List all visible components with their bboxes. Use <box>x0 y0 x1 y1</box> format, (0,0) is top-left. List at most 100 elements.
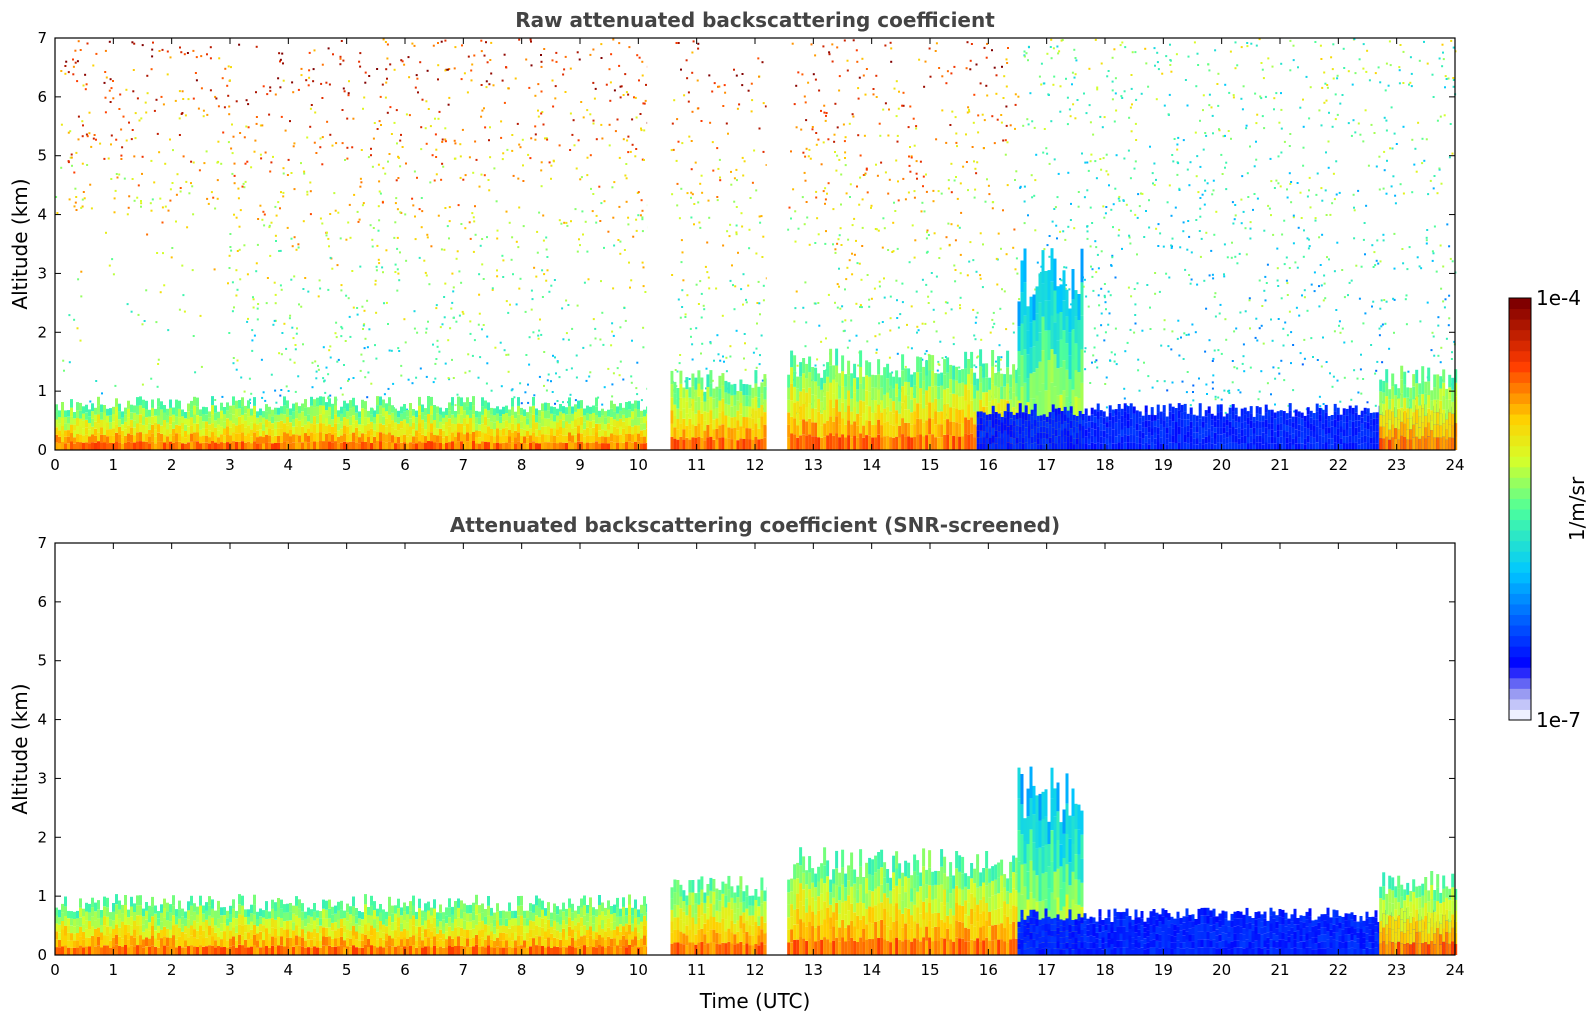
noise-pixel <box>73 171 76 174</box>
noise-pixel <box>1347 70 1350 73</box>
noise-pixel <box>454 46 457 49</box>
noise-pixel <box>1433 354 1436 357</box>
noise-pixel <box>414 215 416 218</box>
backscatter-cell <box>490 436 493 443</box>
noise-pixel <box>1399 183 1402 186</box>
backscatter-cell <box>598 436 601 444</box>
noise-pixel <box>550 380 552 383</box>
noise-pixel <box>865 168 868 171</box>
noise-pixel <box>1406 268 1409 271</box>
noise-pixel <box>1175 53 1178 56</box>
backscatter-cell <box>106 436 109 444</box>
noise-pixel <box>296 327 298 330</box>
noise-pixel <box>239 278 242 281</box>
noise-pixel <box>1211 273 1214 276</box>
noise-pixel <box>562 73 565 76</box>
noise-pixel <box>743 160 746 163</box>
backscatter-cell <box>382 441 385 450</box>
noise-pixel <box>1192 391 1194 393</box>
backscatter-cell <box>85 404 88 413</box>
noise-pixel <box>336 264 339 267</box>
noise-pixel <box>816 358 819 361</box>
backscatter-cell <box>622 421 625 429</box>
noise-pixel <box>1260 324 1263 327</box>
backscatter-cell <box>481 432 484 442</box>
backscatter-cell <box>886 435 890 450</box>
backscatter-cell <box>808 434 812 450</box>
noise-pixel <box>1440 346 1443 349</box>
backscatter-cell <box>637 425 640 434</box>
noise-pixel <box>1425 138 1428 141</box>
backscatter-cell <box>577 417 580 426</box>
backscatter-cell <box>118 419 121 427</box>
backscatter-cell <box>709 423 713 437</box>
backscatter-cell <box>739 391 743 403</box>
noise-pixel <box>735 168 738 171</box>
noise-pixel <box>893 87 896 90</box>
noise-pixel <box>947 179 950 182</box>
noise-pixel <box>859 154 862 157</box>
noise-pixel <box>280 389 283 391</box>
noise-pixel <box>118 108 121 110</box>
noise-pixel <box>539 318 541 321</box>
noise-pixel <box>824 198 827 201</box>
noise-pixel <box>592 81 595 84</box>
noise-pixel <box>1360 353 1362 356</box>
noise-pixel <box>326 231 328 234</box>
noise-pixel <box>846 69 849 72</box>
backscatter-cell <box>871 412 875 425</box>
noise-pixel <box>805 147 808 150</box>
noise-pixel <box>131 41 134 44</box>
noise-pixel <box>908 261 911 264</box>
backscatter-cell <box>508 416 511 423</box>
noise-pixel <box>375 269 378 272</box>
backscatter-cell <box>634 441 637 450</box>
backscatter-cell <box>871 437 875 450</box>
noise-pixel <box>955 132 958 135</box>
noise-pixel <box>1059 110 1062 113</box>
backscatter-cell <box>952 407 956 422</box>
noise-pixel <box>1202 148 1205 151</box>
noise-pixel <box>915 125 918 128</box>
noise-pixel <box>68 198 71 201</box>
noise-pixel <box>563 68 566 71</box>
noise-pixel <box>313 141 316 144</box>
noise-pixel <box>367 371 370 374</box>
noise-pixel <box>1027 123 1030 126</box>
noise-pixel <box>1089 160 1092 163</box>
backscatter-cell <box>586 420 589 428</box>
noise-pixel <box>711 379 714 382</box>
noise-pixel <box>1393 232 1396 235</box>
backscatter-cell <box>928 418 932 435</box>
backscatter-cell <box>952 365 956 380</box>
noise-pixel <box>415 74 418 77</box>
noise-pixel <box>70 156 73 159</box>
noise-pixel <box>897 180 899 183</box>
backscatter-cell <box>430 414 433 424</box>
backscatter-cell <box>880 400 884 413</box>
backscatter-cell <box>835 416 839 434</box>
noise-pixel <box>1418 59 1421 62</box>
backscatter-cell <box>700 425 704 438</box>
noise-pixel <box>1245 124 1248 127</box>
backscatter-cell <box>130 434 133 443</box>
noise-pixel <box>1431 259 1434 262</box>
noise-pixel <box>146 92 149 95</box>
noise-pixel <box>1343 341 1346 344</box>
noise-pixel <box>1379 81 1382 84</box>
backscatter-cell <box>601 443 604 450</box>
noise-pixel <box>1258 38 1261 41</box>
backscatter-cell <box>193 432 196 442</box>
noise-pixel <box>1074 57 1077 59</box>
noise-pixel <box>824 187 827 190</box>
noise-pixel <box>63 369 65 372</box>
backscatter-cell <box>808 372 812 388</box>
noise-pixel <box>592 48 595 51</box>
noise-pixel <box>975 63 978 66</box>
backscatter-cell <box>313 416 316 425</box>
backscatter-cell <box>379 423 382 433</box>
backscatter-cell <box>466 423 469 433</box>
noise-pixel <box>239 209 242 212</box>
noise-pixel <box>1410 72 1413 75</box>
noise-pixel <box>901 301 904 304</box>
